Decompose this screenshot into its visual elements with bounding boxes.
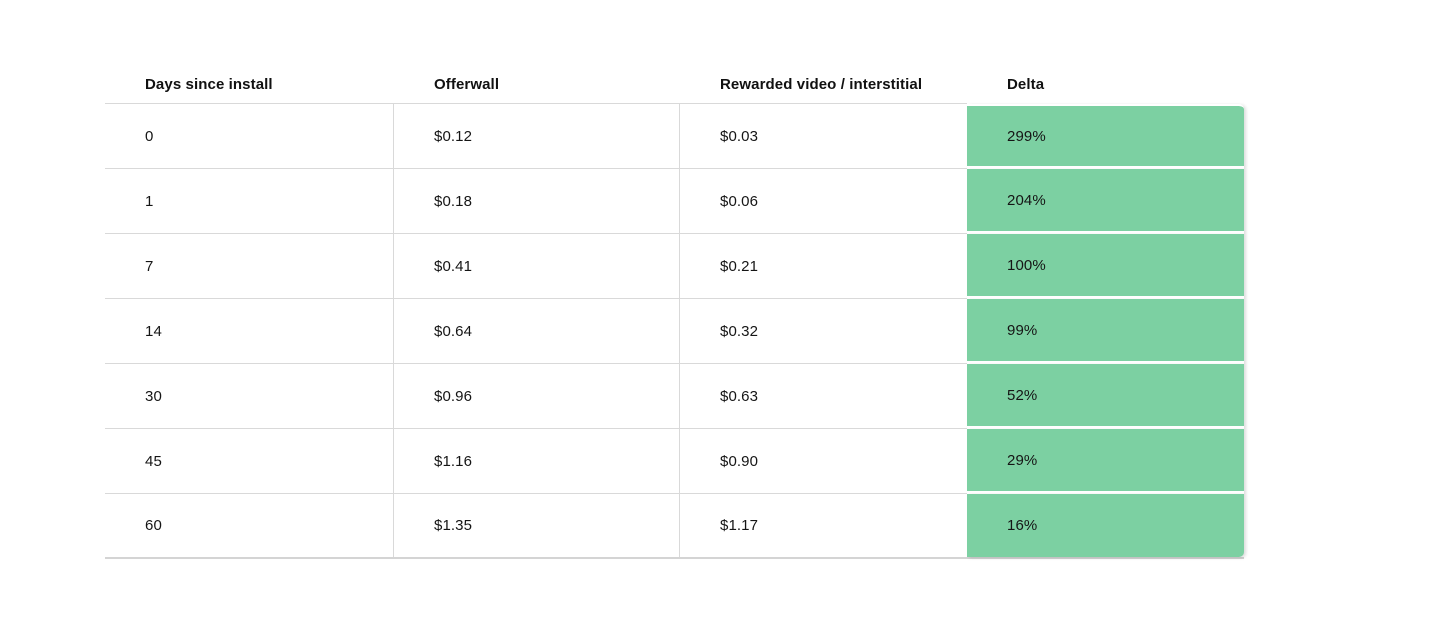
- column-header-offerwall: Offerwall: [394, 70, 680, 104]
- cell-offerwall: $1.16: [394, 429, 680, 494]
- table-row: 45 $1.16 $0.90 29%: [105, 429, 1244, 494]
- cell-rewarded: $0.06: [680, 169, 967, 234]
- column-header-rewarded-video-interstitial: Rewarded video / interstitial: [680, 70, 967, 104]
- cell-rewarded: $1.17: [720, 517, 759, 534]
- table-row: 7 $0.41 $0.21 100%: [105, 234, 1244, 299]
- table-row: 60 $1.35 $1.17 16%: [105, 494, 1244, 559]
- cell-delta: 99%: [967, 299, 1244, 364]
- cell-rewarded: $0.63: [680, 364, 967, 429]
- cell-rewarded: $0.21: [680, 234, 967, 299]
- cell-days: 45: [105, 429, 394, 494]
- cell-days: 14: [105, 299, 394, 364]
- cell-offerwall: $0.18: [394, 169, 680, 234]
- cell-days: 60: [105, 494, 394, 557]
- cell-days: 0: [105, 104, 394, 169]
- table-header-row: Days since install Offerwall Rewarded vi…: [105, 70, 1244, 104]
- cell-delta: 100%: [967, 234, 1244, 299]
- table-row: 1 $0.18 $0.06 204%: [105, 169, 1244, 234]
- cell-days: 30: [105, 364, 394, 429]
- table-row: 14 $0.64 $0.32 99%: [105, 299, 1244, 364]
- cell-offerwall: $0.12: [394, 104, 680, 169]
- table-row: 0 $0.12 $0.03 299%: [105, 104, 1244, 169]
- arpu-comparison-table: Days since install Offerwall Rewarded vi…: [105, 70, 1244, 559]
- cell-offerwall: $0.41: [394, 234, 680, 299]
- cell-offerwall: $0.64: [394, 299, 680, 364]
- column-header-days-since-install: Days since install: [105, 70, 394, 104]
- cell-offerwall: $1.35: [394, 494, 680, 557]
- cell-delta: 204%: [967, 169, 1244, 234]
- cell-rewarded: $0.03: [680, 104, 967, 169]
- cell-rewarded: $0.90: [680, 429, 967, 494]
- cell-rewarded: $0.32: [680, 299, 967, 364]
- cell-delta: 29%: [967, 429, 1244, 494]
- cell-delta: 16%: [967, 494, 1244, 557]
- cell-delta: 299%: [967, 104, 1244, 169]
- column-header-delta: Delta: [1007, 76, 1045, 93]
- cell-offerwall: $0.96: [394, 364, 680, 429]
- cell-days: 7: [105, 234, 394, 299]
- table-row: 30 $0.96 $0.63 52%: [105, 364, 1244, 429]
- cell-days: 1: [105, 169, 394, 234]
- cell-delta: 52%: [967, 364, 1244, 429]
